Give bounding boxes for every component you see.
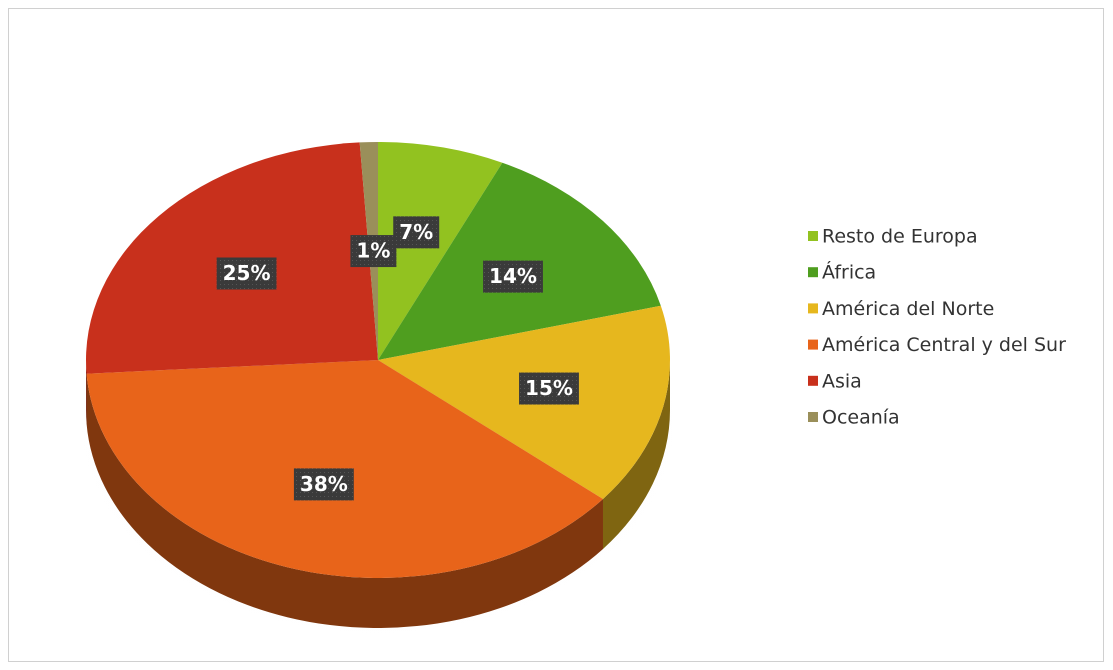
legend-swatch <box>808 267 818 278</box>
data-label-box <box>350 235 397 268</box>
legend-swatch <box>808 231 818 241</box>
legend-swatch <box>808 375 818 386</box>
legend-label: África <box>822 261 876 284</box>
data-label: 15% <box>519 372 579 405</box>
data-label-box <box>483 260 543 293</box>
legend-label: América Central y del Sur <box>822 334 1066 356</box>
data-label: 1% <box>350 235 397 268</box>
data-label-text: 25% <box>223 261 271 285</box>
legend-swatch <box>808 412 818 422</box>
data-label-text: 38% <box>300 472 348 496</box>
legend-label: América del Norte <box>822 298 994 320</box>
data-label-text: 15% <box>525 376 573 400</box>
legend-items: Resto de Europa África América del Norte Am… <box>808 226 1066 429</box>
data-label: 7% <box>393 216 440 249</box>
legend <box>790 215 1102 471</box>
data-label: 14% <box>483 260 543 293</box>
legend-label: Asia <box>822 370 862 392</box>
legend-label: Resto de Europa <box>822 226 978 248</box>
pie-slice <box>378 142 503 360</box>
data-label-box <box>293 468 354 501</box>
data-label-box <box>519 372 579 405</box>
pie-side <box>86 373 603 628</box>
data-label: 38% <box>293 468 354 501</box>
pie-side <box>602 360 670 549</box>
legend-swatch <box>808 303 818 314</box>
pie: 7% 14% 15% 38% 25% 1% <box>86 142 670 628</box>
pie-side <box>86 360 87 424</box>
legend-label: Oceanía <box>822 407 900 429</box>
legend-swatch <box>808 339 818 350</box>
data-label-box <box>393 216 440 249</box>
data-label-text: 1% <box>356 239 390 263</box>
data-label-text: 7% <box>399 220 433 244</box>
data-label-box <box>216 257 277 290</box>
data-label-text: 14% <box>489 264 537 288</box>
data-label: 25% <box>216 257 277 290</box>
